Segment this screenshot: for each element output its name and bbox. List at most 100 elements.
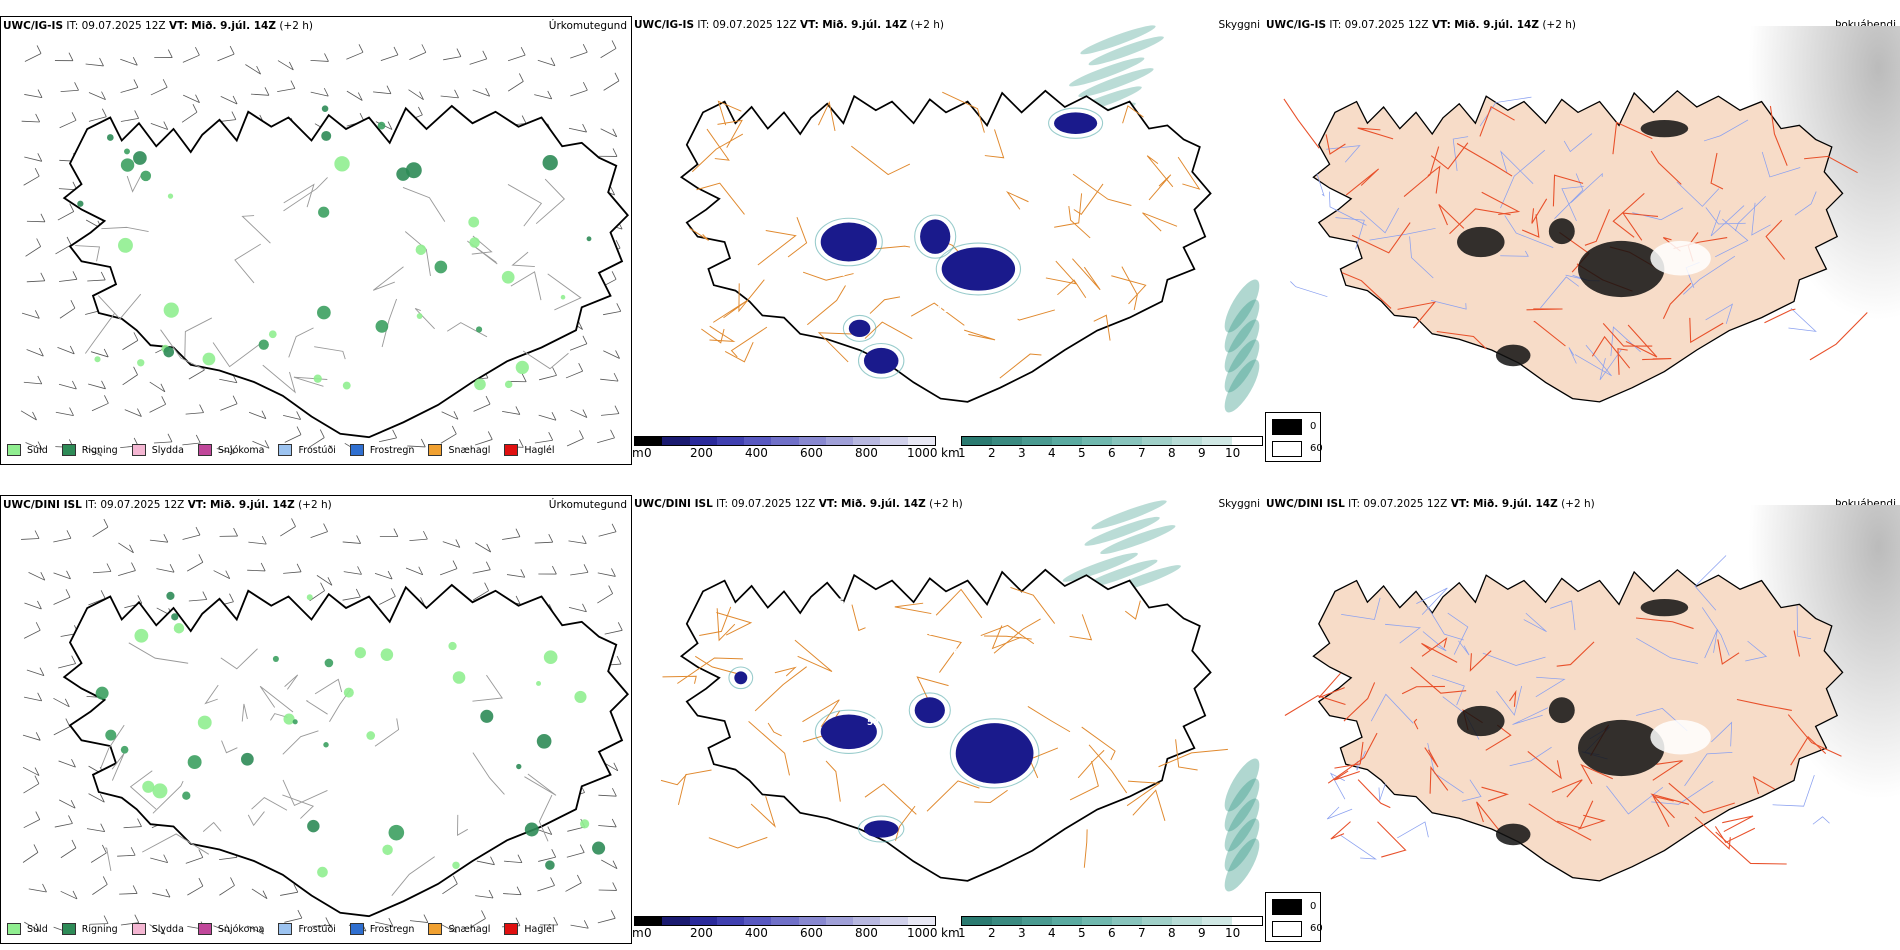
panel-title: Úrkomutegund [548,20,627,32]
wind-barb [182,442,201,446]
visibility-band [1091,500,1167,530]
scale-tick: 1 [958,926,966,940]
wind-barb [441,411,459,420]
legend-item: Slydda [131,444,184,456]
wind-barb [24,53,42,62]
scale-tick: 4 [1048,446,1056,460]
precip-cell [118,237,133,253]
precip-cell [317,305,331,320]
wind-barb [566,438,584,447]
wind-barb [570,51,588,59]
wind-barb [409,920,428,923]
precip-cell [415,244,427,255]
wind-barb [123,826,142,829]
precip-cell [574,690,587,703]
legend-swatch [197,923,212,935]
legend-item: Frostregn [349,923,415,935]
wind-barb [310,59,329,62]
legend-item: Snæhagl [428,444,490,456]
legend-item: Haglél [504,444,555,456]
precip-cell [272,655,279,662]
precip-cell [171,613,179,621]
visibility-band [1100,525,1176,555]
legend-item: Frostregn [349,444,414,456]
wind-barb [22,766,40,776]
wind-barb [373,91,392,95]
wind-barb [53,726,70,736]
wind-barb [22,852,39,863]
precip-cell [380,648,394,661]
wind-barb [90,852,107,863]
legend-label: Frostregn [369,923,415,935]
visibility-band [1078,68,1154,98]
legend-swatch [61,444,76,456]
wind-barb [87,279,106,282]
wind-barb [53,697,70,708]
precip-cell [592,841,606,855]
wind-barb [247,925,264,935]
precip-map [21,518,630,935]
wind-barb [284,434,302,443]
wind-barb [24,156,42,162]
cloud-map: 56 55 68 79 96 97 52 [660,500,1260,892]
precip-panel-igis: UWC/IG-IS IT: 09.07.2025 12Z VT: Mið. 9.… [0,16,632,465]
fog-panel-dini: UWC/DINI ISL IT: 09.07.2025 12Z VT: Mið.… [1264,495,1900,944]
scale-tick: 2 [988,926,996,940]
wind-barb [310,91,329,97]
wind-barb [24,602,42,610]
scale-tick: 9 [1198,926,1206,940]
wind-barb [21,312,40,319]
precip-cell [452,861,460,870]
scale-unit: km [941,446,960,460]
wind-barb [182,534,201,540]
precip-cell [468,216,480,228]
wind-barb [407,445,426,448]
low-cloud-cell [863,820,899,838]
wind-barb [597,572,616,577]
scale-tick: 5 [1078,446,1086,460]
wind-barb [26,349,44,357]
low-cloud-cell [848,319,871,338]
legend-swatch [7,923,21,935]
wind-barb [440,433,457,444]
fog-area [1578,240,1665,298]
wind-barb [440,568,458,576]
precip-cell [323,742,329,748]
wind-barb [469,918,486,929]
cloud-base-label: 36 [887,249,900,259]
cloud-base-label: 99 [920,295,933,305]
wind-barb [280,891,298,896]
precip-cell [434,260,448,274]
low-cloud-cell [863,347,899,374]
cloud-base-label: 64 [1027,115,1040,125]
wind-barb [86,828,105,833]
scale-tick: 5 [1078,926,1086,940]
precip-cell [120,158,135,172]
precip-cell [152,783,168,799]
cloud-panel-igis: UWC/IG-IS IT: 09.07.2025 12Z VT: Mið. 9.… [632,16,1264,465]
wind-barb [25,442,43,450]
cloud-base-label: 97 [962,653,975,663]
legend-label: Súld [27,923,48,935]
wind-barb [277,60,294,71]
precip-cell [405,162,422,179]
wind-barb [120,118,139,122]
wind-barb [85,63,104,67]
legend-swatch [131,923,146,935]
scale-tick: 9 [1198,446,1206,460]
wind-barb [213,925,231,933]
wind-barb [570,409,588,418]
precip-cell [504,380,513,389]
wind-barb [216,448,235,454]
wind-barb [475,439,493,446]
low-cloud-cell [920,219,951,254]
wind-barb [473,590,489,601]
wind-barb [59,278,77,282]
scale-tick: 600 [800,926,823,940]
precip-cell [560,294,566,300]
legend-swatch [131,444,146,456]
scale-tick: 8 [1168,926,1176,940]
fog-area [1495,344,1531,367]
scale-tick: 0 [644,446,652,460]
wind-barb [23,819,40,829]
